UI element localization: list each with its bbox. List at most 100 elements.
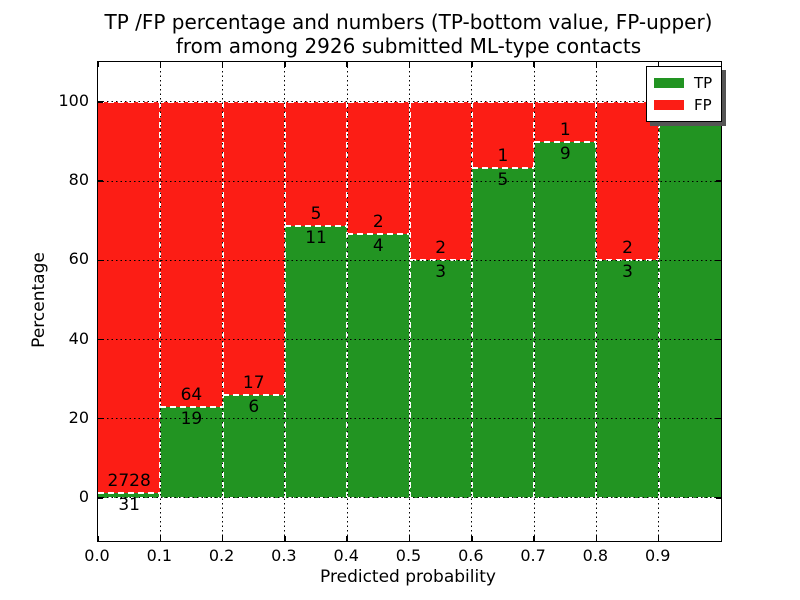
bar-tp — [471, 167, 535, 498]
bar-edge-boundary — [222, 393, 285, 396]
bar-fp — [347, 101, 410, 234]
x-tick-label: 0.8 — [582, 546, 609, 565]
plot-area: 2728316419176511242315192313 — [97, 61, 722, 542]
tp-count-label: 4 — [372, 235, 384, 256]
y-tick-mark — [98, 338, 103, 341]
gridline-x — [346, 62, 348, 541]
tp-count-label: 9 — [559, 143, 571, 164]
x-tick-mark — [97, 536, 99, 541]
chart-title-line1: TP /FP percentage and numbers (TP-bottom… — [104, 10, 713, 34]
y-tick-mark-right — [716, 417, 721, 420]
gridline-y — [98, 101, 721, 103]
x-tick-mark-top — [221, 62, 224, 67]
bar-fp — [98, 101, 161, 494]
x-tick-mark-top — [471, 62, 473, 67]
legend: TP FP — [646, 66, 723, 122]
gridline-x — [159, 62, 161, 541]
y-tick-mark-right — [716, 259, 721, 262]
x-tick-mark — [533, 536, 535, 541]
x-tick-mark-top — [284, 62, 286, 67]
x-tick-label: 0.9 — [644, 546, 671, 565]
bar-edge-boundary — [284, 224, 348, 227]
y-tick-mark-right — [716, 180, 721, 182]
bar-tp — [284, 225, 348, 498]
tp-count-label: 6 — [248, 396, 260, 417]
y-tick-label: 0 — [78, 486, 89, 506]
x-tick-mark — [471, 536, 473, 541]
x-tick-mark — [408, 536, 411, 541]
fp-count-label: 2 — [435, 238, 447, 259]
fp-legend-swatch — [654, 100, 684, 110]
x-tick-label: 0.3 — [271, 546, 297, 565]
bar-tp — [160, 407, 223, 498]
gridline-y — [98, 259, 721, 261]
y-tick-mark — [98, 417, 103, 420]
gridline-x — [409, 62, 410, 541]
bar-tp — [409, 260, 472, 498]
x-tick-label: 0.0 — [84, 546, 110, 565]
bar-tp — [658, 101, 721, 498]
gridline-y — [98, 180, 721, 182]
gridline-x — [533, 62, 535, 541]
y-tick-mark — [98, 497, 103, 499]
x-tick-label: 0.6 — [458, 546, 484, 565]
legend-label: TP — [694, 74, 713, 92]
x-tick-mark-top — [408, 62, 411, 67]
x-tick-mark — [657, 536, 660, 541]
gridline-y — [98, 497, 721, 499]
y-tick-mark — [98, 259, 103, 262]
chart-title: TP /FP percentage and numbers (TP-bottom… — [97, 10, 720, 58]
bar-tp — [98, 493, 161, 498]
y-tick-label: 60 — [68, 249, 89, 269]
fp-count-label: 17 — [242, 372, 265, 393]
y-tick-label: 20 — [68, 407, 89, 427]
bar-tp — [534, 141, 597, 498]
bar-edge-boundary — [471, 166, 535, 169]
gridline-y — [98, 339, 721, 340]
legend-row: TP — [654, 72, 712, 94]
fp-count-label: 64 — [180, 385, 203, 406]
bar-tp — [347, 233, 410, 498]
x-tick-mark — [595, 536, 598, 541]
bar-edge-boundary — [347, 232, 410, 235]
bar-fp — [222, 101, 285, 395]
x-tick-mark-top — [346, 62, 348, 67]
x-tick-mark-top — [657, 62, 660, 67]
x-tick-mark — [159, 536, 162, 541]
bar-fp — [534, 101, 597, 142]
gridline-y — [98, 418, 721, 420]
bar-fp — [284, 101, 348, 226]
x-tick-label: 0.2 — [208, 546, 235, 565]
x-tick-label: 0.1 — [146, 546, 173, 565]
tp-count-label: 19 — [180, 409, 203, 430]
x-tick-mark-top — [595, 62, 598, 67]
gridline-x — [658, 62, 660, 541]
x-tick-mark-top — [159, 62, 162, 67]
fp-count-label: 2 — [372, 211, 384, 232]
bar-edge-boundary — [160, 406, 223, 409]
tp-legend-swatch — [654, 78, 684, 88]
fp-count-label: 1 — [559, 119, 571, 140]
tp-count-label: 31 — [118, 495, 140, 516]
fp-count-label: 1 — [497, 145, 509, 166]
gridline-x — [471, 62, 473, 541]
legend-row: FP — [654, 94, 712, 116]
bar-edge-boundary — [534, 140, 597, 143]
fp-count-label: 2728 — [107, 471, 151, 492]
tp-count-label: 5 — [497, 169, 509, 190]
y-tick-mark — [98, 101, 103, 103]
tp-count-label: 3 — [435, 262, 447, 283]
bar-fp — [160, 101, 223, 408]
y-tick-mark — [98, 180, 103, 182]
bar-edge-boundary — [98, 492, 161, 495]
x-axis-label: Predicted probability — [320, 567, 496, 587]
gridline-x — [222, 62, 224, 541]
bar-fp — [471, 101, 535, 168]
bar-tp — [222, 394, 285, 498]
x-tick-mark-top — [97, 62, 99, 67]
x-tick-label: 0.7 — [520, 546, 546, 565]
y-tick-label: 40 — [68, 328, 89, 348]
gridline-x — [284, 62, 286, 541]
y-tick-mark-right — [716, 338, 721, 341]
